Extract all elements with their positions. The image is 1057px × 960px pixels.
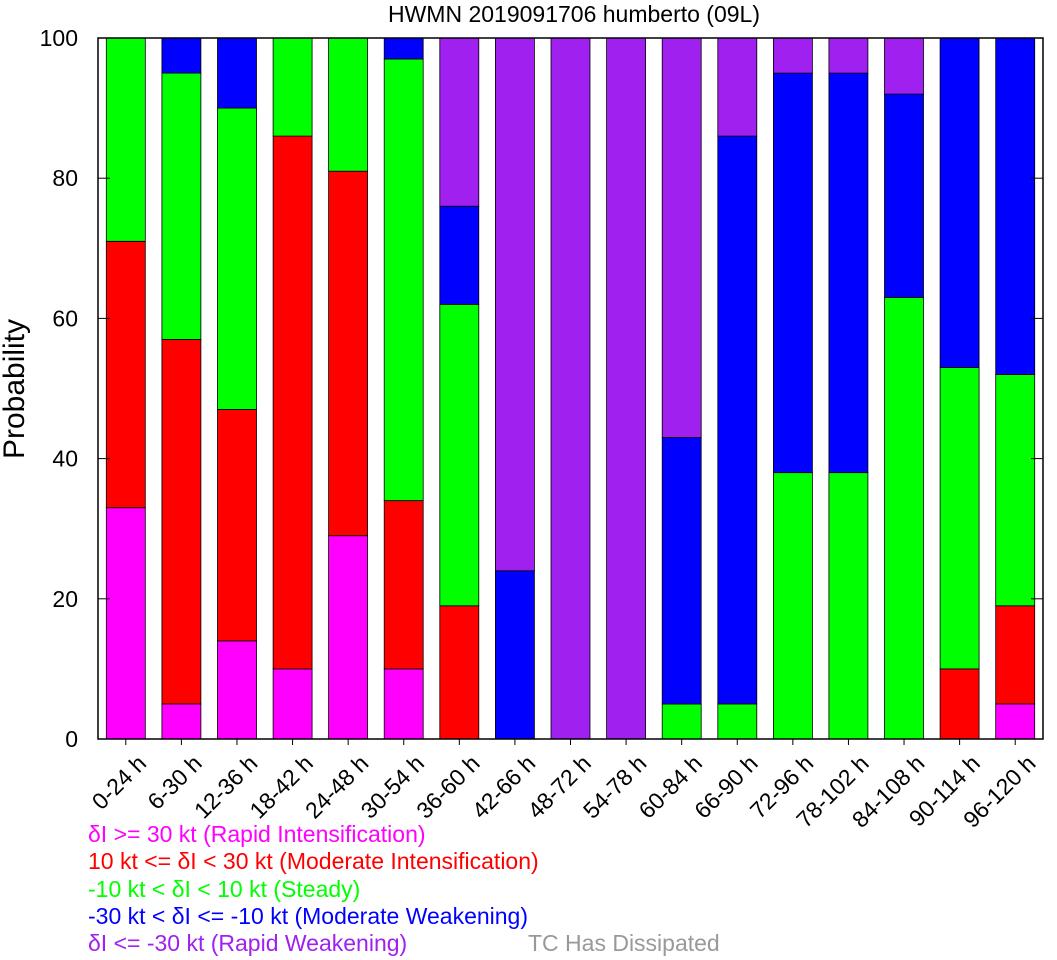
plot-frame xyxy=(97,37,1044,740)
bar-segment-42-66h-s3 xyxy=(494,570,535,740)
bar-segment-6-30h-s3 xyxy=(161,37,202,74)
bar-segment-84-108h-s3 xyxy=(884,93,924,298)
bar-segment-6-30h-s0 xyxy=(161,703,202,740)
legend-item-moderate-weakening: -30 kt < δI <= -10 kt (Moderate Weakenin… xyxy=(88,903,529,929)
bar-segment-78-102h-s4 xyxy=(828,37,869,74)
bar-segment-60-84h-s2 xyxy=(661,703,702,740)
bar-segment-78-102h-s3 xyxy=(828,72,869,474)
y-tick-label: 20 xyxy=(52,586,78,612)
legend-item-steady: -10 kt < δI < 10 kt (Steady) xyxy=(88,876,361,902)
bar-segment-66-90h-s4 xyxy=(717,37,758,137)
y-tick-label: 40 xyxy=(52,446,78,472)
legend-item-moderate-intensification: 10 kt <= δI < 30 kt (Moderate Intensific… xyxy=(88,848,539,874)
bar-segment-24-48h-s0 xyxy=(328,535,369,740)
bar-segment-60-84h-s4 xyxy=(661,37,702,439)
bar-segment-96-120h-s0 xyxy=(995,703,1036,740)
bar-segment-6-30h-s1 xyxy=(161,338,202,705)
legend-item-rapid-intensification: δI >= 30 kt (Rapid Intensification) xyxy=(88,821,426,847)
bar-segment-84-108h-s4 xyxy=(884,37,924,95)
bar-segment-12-36h-s3 xyxy=(217,37,257,109)
bar-segment-30-54h-s2 xyxy=(383,58,424,502)
bar-segment-66-90h-s3 xyxy=(717,135,758,705)
bar-segment-36-60h-s2 xyxy=(439,303,480,607)
dissipated-label: TC Has Dissipated xyxy=(528,930,720,956)
bar-segment-42-66h-s4 xyxy=(494,37,535,572)
bar-segment-90-114h-s3 xyxy=(939,37,980,368)
bar-segment-12-36h-s1 xyxy=(217,409,257,642)
legend-item-rapid-weakening: δI <= -30 kt (Rapid Weakening) xyxy=(88,930,408,956)
y-tick-label: 60 xyxy=(52,305,78,331)
bar-segment-30-54h-s0 xyxy=(383,668,424,740)
bar-segment-36-60h-s3 xyxy=(439,205,480,305)
y-tick-label: 0 xyxy=(65,726,78,752)
bar-segment-72-96h-s3 xyxy=(773,72,813,474)
bar-segment-6-30h-s2 xyxy=(161,72,202,340)
bar-segment-36-60h-s1 xyxy=(439,605,480,740)
bar-segment-66-90h-s2 xyxy=(717,703,758,740)
bar-segment-84-108h-s2 xyxy=(884,296,924,740)
bar-segment-60-84h-s3 xyxy=(661,437,702,705)
bar-segment-24-48h-s2 xyxy=(328,37,369,172)
x-axis-ticks: 0-24 h6-30 h12-36 h18-42 h24-48 h30-54 h… xyxy=(87,739,1041,833)
bar-segment-78-102h-s2 xyxy=(828,472,869,740)
bar-segment-90-114h-s2 xyxy=(939,367,980,670)
bar-segment-72-96h-s4 xyxy=(773,37,813,74)
y-tick-label: 100 xyxy=(40,25,78,51)
bar-segment-30-54h-s1 xyxy=(383,500,424,670)
bar-segment-24-48h-s1 xyxy=(328,170,369,537)
y-axis-label: Probability xyxy=(0,319,31,459)
bar-segment-0-24h-s0 xyxy=(105,507,146,740)
bar-segment-96-120h-s3 xyxy=(995,37,1036,375)
bar-segment-72-96h-s2 xyxy=(773,472,813,740)
bar-segment-90-114h-s1 xyxy=(939,668,980,740)
bar-segment-96-120h-s2 xyxy=(995,374,1036,607)
bar-segment-96-120h-s1 xyxy=(995,605,1036,705)
bar-segment-12-36h-s0 xyxy=(217,640,257,740)
bars-group xyxy=(105,37,1036,740)
x-tick-label: 0-24 h xyxy=(87,750,152,815)
y-tick-label: 80 xyxy=(52,165,78,191)
bar-segment-12-36h-s2 xyxy=(217,107,257,410)
bar-segment-30-54h-s3 xyxy=(383,37,424,60)
bar-segment-36-60h-s4 xyxy=(439,37,480,207)
bar-segment-0-24h-s1 xyxy=(105,240,146,509)
bar-segment-0-24h-s2 xyxy=(105,37,146,242)
y-axis-ticks: 0 20 40 60 80 100 xyxy=(40,25,1043,752)
bar-segment-54-78h-s4 xyxy=(606,37,646,740)
bar-segment-18-42h-s2 xyxy=(272,37,313,137)
bar-segment-18-42h-s1 xyxy=(272,135,313,670)
bar-segment-48-72h-s4 xyxy=(550,37,591,740)
chart-title: HWMN 2019091706 humberto (09L) xyxy=(388,1,760,27)
bar-segment-18-42h-s0 xyxy=(272,668,313,740)
